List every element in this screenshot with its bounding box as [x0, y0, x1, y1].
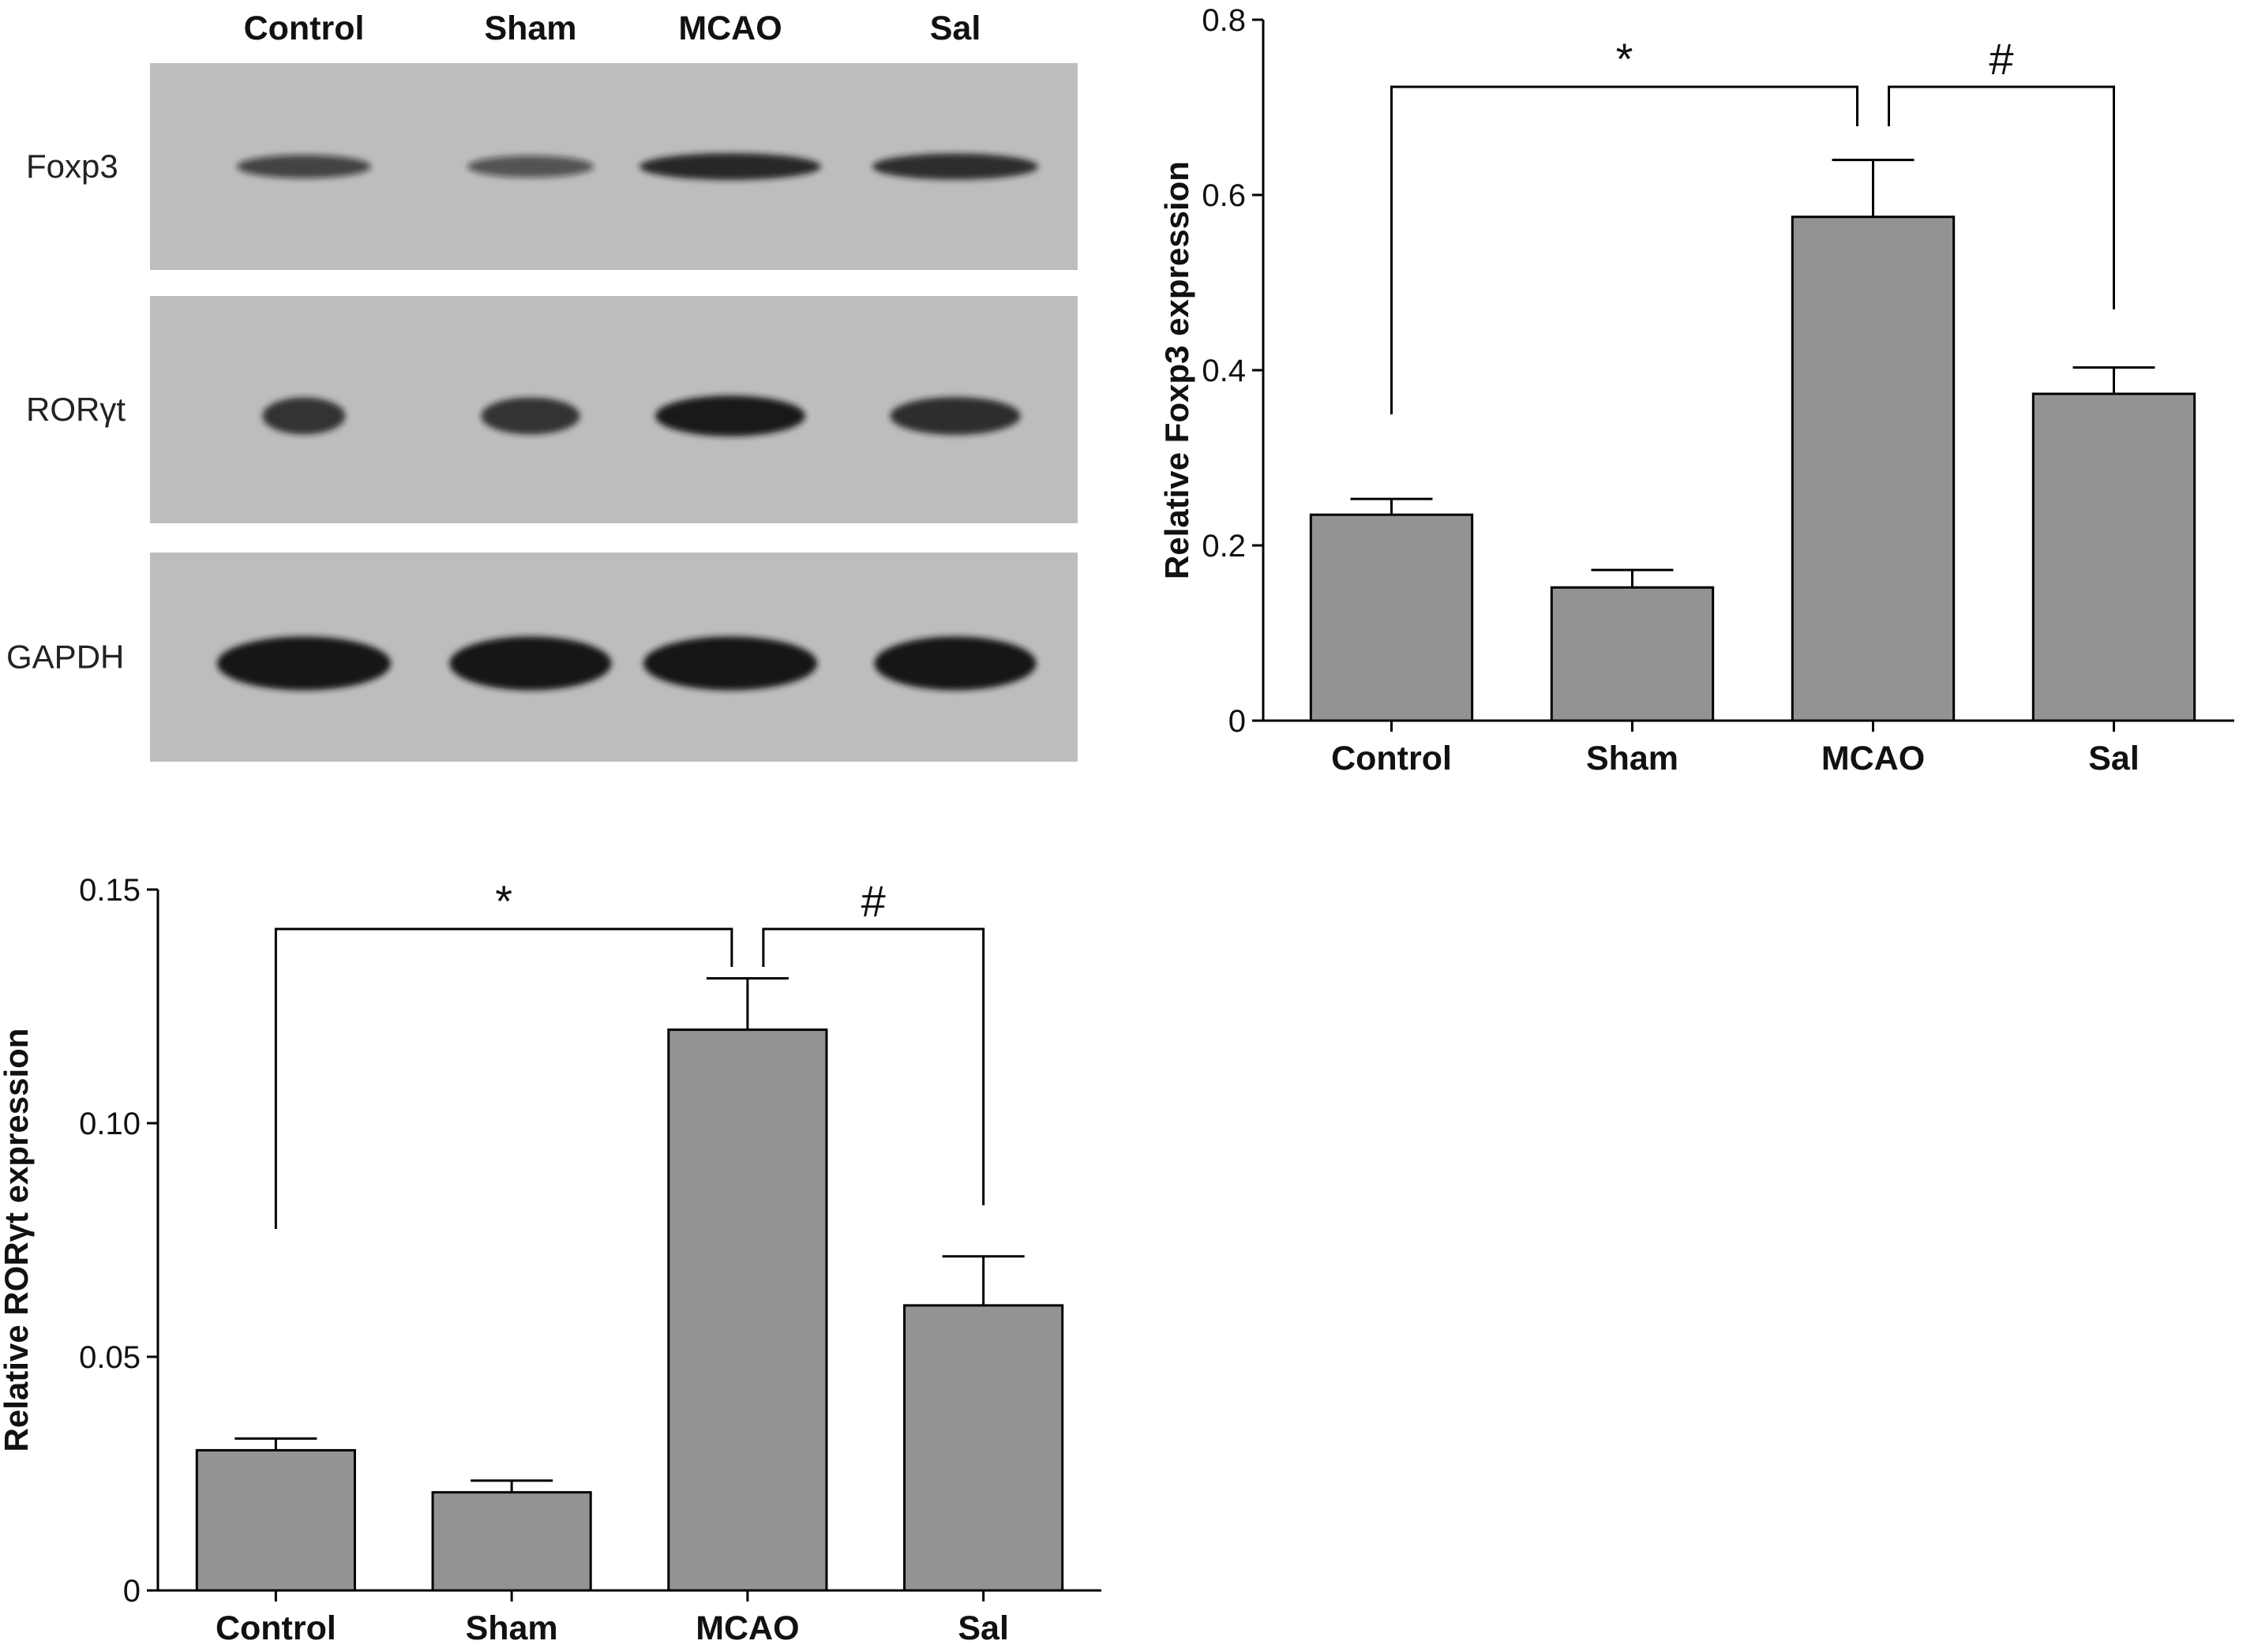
- blot-band-foxp3-sham: [467, 155, 594, 178]
- y-tick-label: 0.05: [79, 1340, 141, 1375]
- y-tick-label: 0: [1228, 704, 1246, 739]
- significance-marker: *: [495, 876, 512, 926]
- western-blot-panel: Control Sham MCAO Sal Foxp3 RORγt GAPDH: [6, 9, 1078, 762]
- blot-band-gapdh-control: [217, 636, 391, 691]
- y-tick-label: 0: [123, 1574, 141, 1609]
- bar-sal: [2031, 392, 2196, 722]
- blot-band-foxp3-control: [237, 155, 371, 178]
- y-tick-label: 0.2: [1202, 529, 1246, 564]
- y-tick-label: 0.4: [1202, 354, 1246, 388]
- bar-sham: [1550, 586, 1715, 722]
- x-tick-label-mcao: MCAO: [696, 1609, 799, 1647]
- bar-control: [1309, 513, 1474, 722]
- blot-lane-label-sal: Sal: [930, 9, 981, 47]
- significance-bracket: [1888, 85, 2115, 309]
- y-axis-title: Relative RORγt expression: [0, 1028, 35, 1452]
- x-tick-label-mcao: MCAO: [1821, 740, 1925, 777]
- y-axis-title: Relative Foxp3 expression: [1158, 161, 1195, 579]
- blot-lane-label-mcao: MCAO: [678, 9, 782, 47]
- y-tick-label: 0.6: [1202, 178, 1246, 213]
- x-tick-label-sham: Sham: [1586, 740, 1678, 777]
- blot-lane-label-control: Control: [244, 9, 365, 47]
- blot-band-foxp3-mcao: [639, 153, 821, 180]
- y-tick-label: 0.8: [1202, 3, 1246, 38]
- significance-marker: #: [861, 876, 886, 926]
- blot-band-foxp3-sal: [872, 153, 1038, 180]
- blot-row-label-foxp3: Foxp3: [26, 148, 118, 185]
- blot-lane-label-sham: Sham: [484, 9, 576, 47]
- x-tick-label-control: Control: [216, 1609, 336, 1647]
- blot-row-label-ror-t: RORγt: [26, 391, 126, 428]
- blot-band-gapdh-mcao: [643, 636, 817, 691]
- blot-band-gapdh-sham: [449, 636, 612, 691]
- x-tick-label-sham: Sham: [466, 1609, 558, 1647]
- y-tick-label: 0.10: [79, 1107, 141, 1141]
- bar-mcao: [667, 1028, 828, 1592]
- bar-sal: [903, 1304, 1064, 1592]
- x-tick-label-sal: Sal: [2088, 740, 2140, 777]
- y-tick-label: 0.15: [79, 873, 141, 908]
- bar-control: [195, 1448, 356, 1592]
- blot-band-ror-t-mcao: [655, 395, 805, 436]
- bar-mcao: [1791, 215, 1956, 722]
- foxp3-bar-chart: 0 0.2 0.4 0.6 0.8 Control Sham MCAO Sal Relative …: [1158, 3, 2234, 777]
- blot-band-ror-t-control: [262, 397, 346, 435]
- blot-band-gapdh-sal: [874, 636, 1037, 691]
- blot-row-label-gapdh: GAPDH: [6, 639, 124, 676]
- significance-marker: *: [1616, 34, 1633, 84]
- significance-bracket: [762, 927, 985, 1205]
- blot-band-ror-t-sham: [481, 397, 580, 435]
- significance-marker: #: [1989, 34, 2013, 84]
- significance-bracket: [1390, 85, 1858, 414]
- bar-sham: [431, 1491, 592, 1592]
- x-tick-label-control: Control: [1331, 740, 1452, 777]
- rorgt-bar-chart: 0 0.05 0.10 0.15 Control Sham MCAO Sal Relative …: [0, 873, 1101, 1647]
- x-tick-label-sal: Sal: [958, 1609, 1009, 1647]
- significance-bracket: [274, 927, 733, 1229]
- blot-band-ror-t-sal: [890, 397, 1021, 435]
